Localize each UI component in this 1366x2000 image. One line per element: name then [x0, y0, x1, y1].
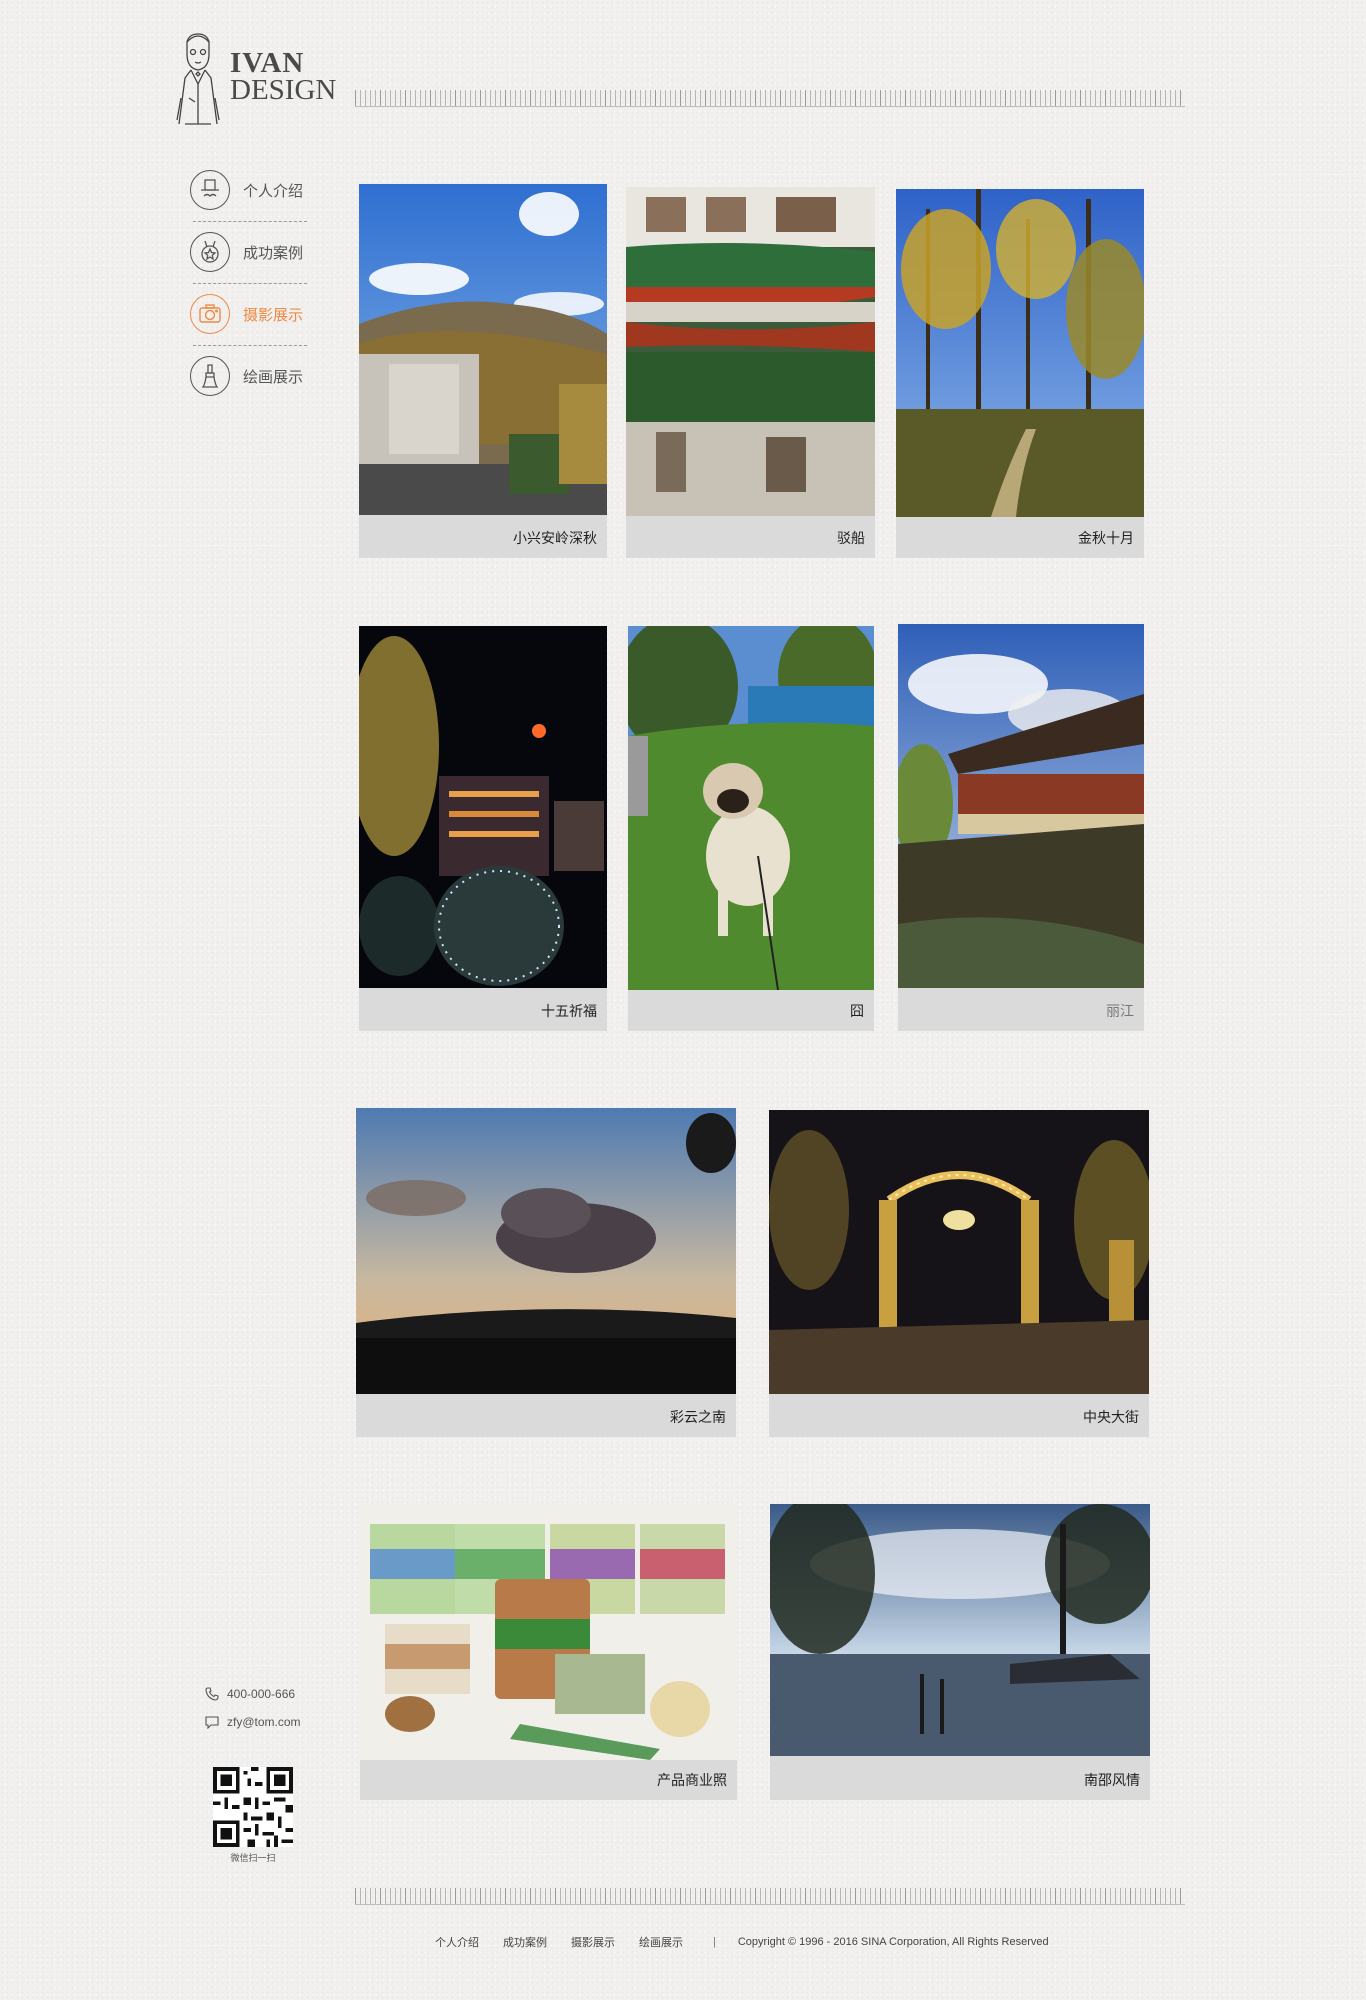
nav-item-photography[interactable]: 摄影展示 [190, 283, 308, 345]
footer-link-photography[interactable]: 摄影展示 [571, 1937, 615, 1949]
photo-image [626, 187, 875, 516]
brand-logo[interactable]: IVAN DESIGN [230, 47, 337, 106]
photo-caption: 小兴安岭深秋 [513, 530, 597, 546]
photo-image [359, 626, 607, 988]
photo-image [769, 1110, 1149, 1394]
photo-caption: 丽江 [1106, 1003, 1134, 1019]
contact-email: zfy@tom.com [205, 1715, 301, 1729]
photo-card[interactable]: 南邵风情 [770, 1504, 1150, 1800]
photo-caption: 十五祈福 [541, 1003, 597, 1019]
photo-card[interactable]: 金秋十月 [896, 189, 1144, 558]
nav-item-profile[interactable]: 个人介绍 [190, 159, 308, 221]
paint-brush-icon [190, 356, 230, 396]
nav-divider [193, 283, 307, 284]
footer-link-cases[interactable]: 成功案例 [503, 1937, 547, 1949]
nav-item-cases[interactable]: 成功案例 [190, 221, 308, 283]
footer: 个人介绍 成功案例 摄影展示 绘画展示 | Copyright © 1996 -… [435, 1934, 1049, 1950]
photo-image [770, 1504, 1150, 1756]
photo-image [359, 184, 607, 515]
photo-image [896, 189, 1144, 517]
photo-caption: 金秋十月 [1078, 530, 1134, 546]
qr-caption: 微信扫一扫 [230, 1853, 276, 1863]
photo-card[interactable]: 小兴安岭深秋 [359, 184, 607, 558]
photo-caption: 南邵风情 [1084, 1772, 1140, 1788]
nav-item-label: 个人介绍 [243, 182, 304, 200]
photo-card[interactable]: 产品商业照 [360, 1504, 737, 1800]
logo-figure-icon [176, 33, 220, 125]
nav-item-label: 绘画展示 [243, 368, 304, 386]
photo-caption: 驳船 [837, 530, 865, 546]
photo-caption: 彩云之南 [670, 1409, 726, 1425]
header-ruler-divider [355, 90, 1185, 107]
hat-mustache-icon [190, 170, 230, 210]
footer-link-profile[interactable]: 个人介绍 [435, 1937, 479, 1949]
copyright-text: Copyright © 1996 - 2016 SINA Corporation… [737, 1936, 1049, 1948]
nav-item-label: 成功案例 [243, 244, 304, 262]
chat-bubble-icon [205, 1716, 219, 1729]
photo-caption: 囧 [850, 1003, 864, 1019]
photo-card[interactable]: 驳船 [626, 187, 875, 558]
photo-image [628, 626, 874, 990]
contact-phone: 400-000-666 [205, 1687, 295, 1701]
photo-card[interactable]: 囧 [628, 626, 874, 1031]
nav-divider [193, 221, 307, 222]
footer-ruler-divider [355, 1888, 1185, 1905]
phone-number: 400-000-666 [227, 1687, 296, 1701]
photo-card[interactable]: 中央大街 [769, 1110, 1149, 1437]
nav-item-painting[interactable]: 绘画展示 [190, 345, 308, 407]
photo-image [356, 1108, 736, 1394]
photo-card[interactable]: 丽江 [898, 624, 1144, 1031]
photo-card[interactable]: 彩云之南 [356, 1108, 736, 1437]
email-address[interactable]: zfy@tom.com [227, 1715, 301, 1729]
photo-card[interactable]: 十五祈福 [359, 626, 607, 1031]
nav-item-label: 摄影展示 [243, 306, 304, 324]
nav-divider [193, 345, 307, 346]
wechat-qr-code [213, 1767, 293, 1847]
footer-link-painting[interactable]: 绘画展示 [639, 1937, 683, 1949]
photo-image [898, 624, 1144, 988]
medal-icon [190, 232, 230, 272]
camera-icon [190, 294, 230, 334]
photo-image [360, 1504, 737, 1760]
photo-caption: 产品商业照 [657, 1772, 727, 1788]
photo-caption: 中央大街 [1083, 1409, 1139, 1425]
brand-line2: DESIGN [230, 74, 337, 106]
phone-icon [205, 1687, 219, 1701]
brand-line1: IVAN [230, 47, 305, 79]
footer-separator: | [713, 1936, 716, 1948]
